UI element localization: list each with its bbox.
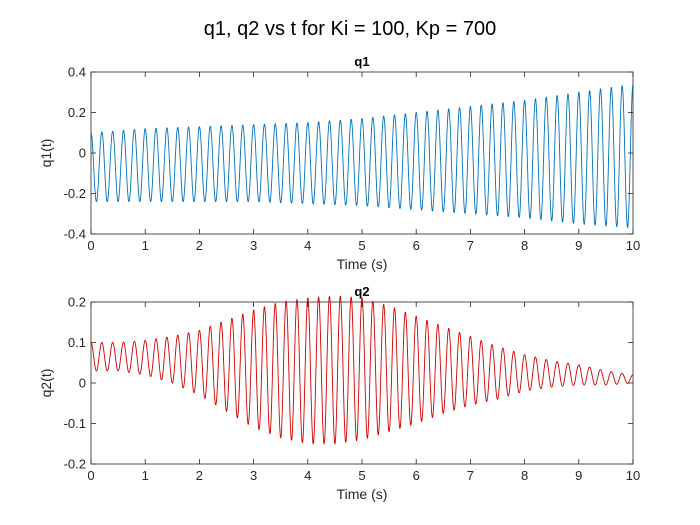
x-tick-label: 10 — [626, 468, 640, 483]
x-tick-label: 2 — [196, 468, 203, 483]
y-tick-label: 0.2 — [68, 295, 86, 310]
y-tick-label: -0.2 — [64, 186, 86, 201]
plot-area — [90, 71, 634, 235]
y-tick-label: 0.2 — [68, 105, 86, 120]
x-tick-label: 9 — [575, 468, 582, 483]
y-tick-label: 0.4 — [68, 65, 86, 80]
figure-title: q1, q2 vs t for Ki = 100, Kp = 700 — [204, 18, 496, 40]
x-tick-label: 7 — [467, 468, 474, 483]
y-tick-label: -0.2 — [64, 457, 86, 472]
x-tick-label: 4 — [304, 468, 311, 483]
x-tick-label: 8 — [521, 468, 528, 483]
q1-axes: 0 1 2 3 4 5 6 7 8 9 10 -0.4 -0.2 0 0.2 0.4 q1 Time (s) q1(… — [38, 54, 640, 272]
series-line-q2 — [90, 295, 634, 445]
x-tick-label: 3 — [250, 238, 257, 253]
x-tick-label: 2 — [196, 238, 203, 253]
x-axis-label: Time (s) — [337, 486, 388, 502]
x-tick-label: 1 — [142, 468, 149, 483]
x-tick-label: 10 — [626, 238, 640, 253]
axes-title: q2 — [354, 284, 369, 299]
x-tick-label: 4 — [304, 238, 311, 253]
x-tick-label: 3 — [250, 468, 257, 483]
x-tick-label: 6 — [413, 468, 420, 483]
x-tick-label: 5 — [358, 238, 365, 253]
x-tick-label: 7 — [467, 238, 474, 253]
x-tick-label: 6 — [413, 238, 420, 253]
series-line-q1 — [90, 83, 634, 229]
y-tick-label: 0 — [79, 376, 86, 391]
x-axis-label: Time (s) — [337, 256, 388, 272]
x-tick-label: 5 — [358, 468, 365, 483]
x-tick-label: 8 — [521, 238, 528, 253]
y-tick-label: -0.4 — [64, 227, 86, 242]
x-tick-label: 1 — [142, 238, 149, 253]
q2-axes: 0 1 2 3 4 5 6 7 8 9 10 -0.2 -0.1 0 0.1 0.2 q2 Time (s) q2(… — [38, 284, 640, 502]
y-axis-label: q1(t) — [38, 139, 54, 168]
y-axis-label: q2(t) — [38, 369, 54, 398]
y-tick-label: 0 — [79, 146, 86, 161]
x-tick-label: 0 — [87, 238, 94, 253]
y-tick-label: -0.1 — [64, 416, 86, 431]
x-tick-label: 0 — [87, 468, 94, 483]
x-tick-label: 9 — [575, 238, 582, 253]
y-tick-label: 0.1 — [68, 335, 86, 350]
axes-title: q1 — [354, 54, 369, 69]
